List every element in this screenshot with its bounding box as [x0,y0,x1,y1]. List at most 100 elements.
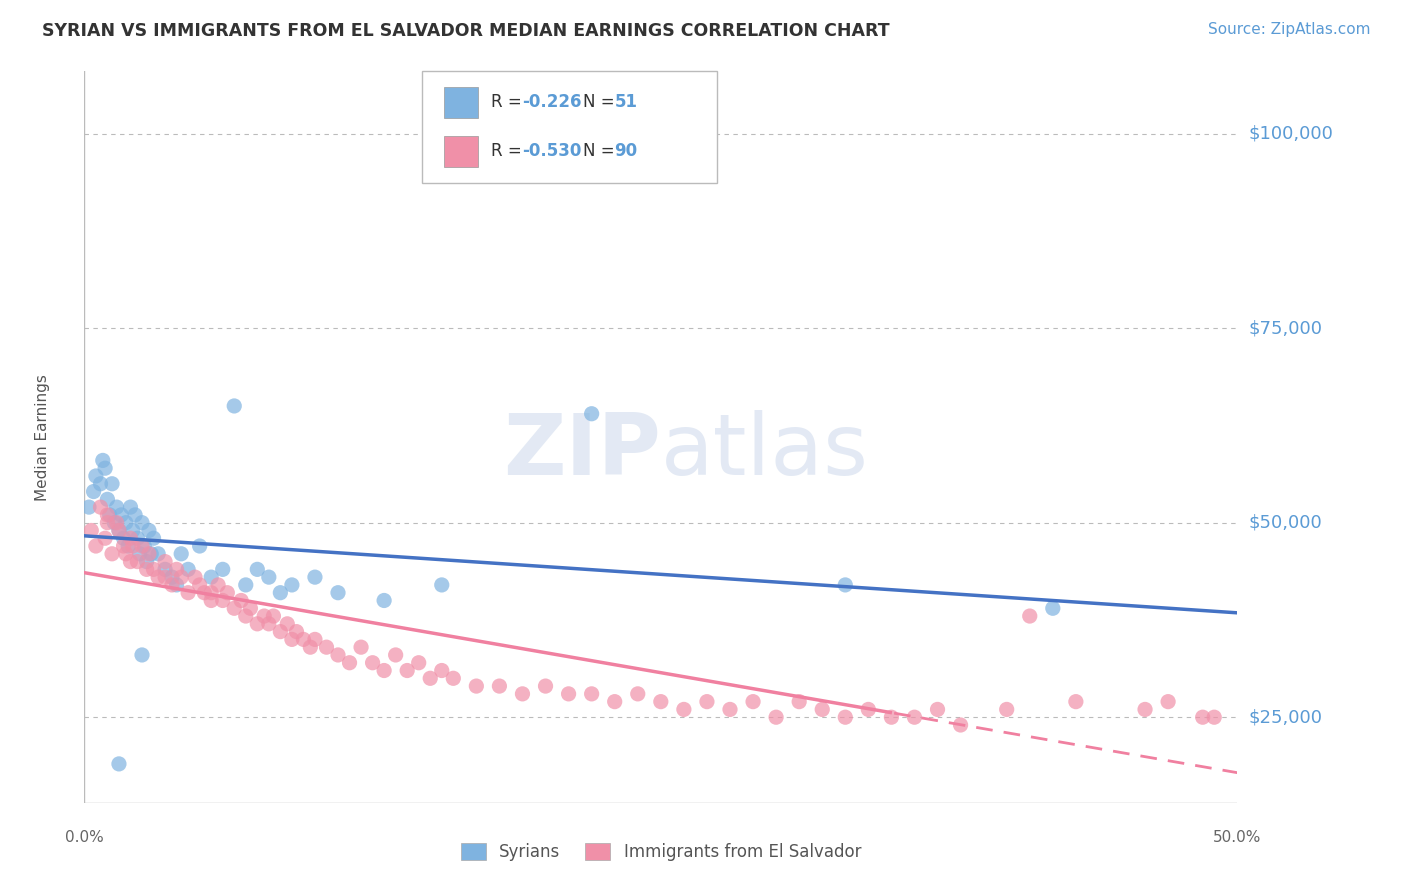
Point [581,407,603,421]
Point [131,516,153,530]
Point [1018,609,1040,624]
Point [117,539,139,553]
Point [207,578,229,592]
Point [765,710,787,724]
Point [696,695,718,709]
Point [166,578,188,592]
Text: 50.0%: 50.0% [1213,830,1261,845]
Point [742,695,765,709]
Point [121,539,143,553]
Point [949,718,972,732]
Point [177,562,200,576]
Point [94,461,117,475]
Point [89,500,111,515]
Point [557,687,579,701]
Text: $25,000: $25,000 [1249,708,1323,726]
Point [441,671,464,685]
Point [326,585,349,599]
Point [465,679,488,693]
Text: N =: N = [583,142,620,160]
Point [146,570,169,584]
Point [419,671,441,685]
Point [903,710,925,724]
Text: $50,000: $50,000 [1249,514,1322,532]
Point [153,570,176,584]
Text: -0.226: -0.226 [522,93,581,111]
Point [276,616,298,631]
Point [170,547,193,561]
Point [1157,695,1180,709]
Text: 0.0%: 0.0% [65,830,104,845]
Point [231,593,253,607]
Point [200,593,222,607]
Point [257,570,280,584]
Point [627,687,650,701]
Point [269,624,291,639]
Point [1064,695,1087,709]
Point [131,648,153,662]
Point [834,710,856,724]
Point [224,601,246,615]
Point [246,562,269,576]
Point [110,508,132,522]
Text: 51: 51 [614,93,637,111]
Point [84,539,107,553]
Point [257,616,280,631]
Point [131,539,153,553]
Point [84,469,107,483]
Point [98,508,121,522]
Point [120,500,142,515]
Point [1191,710,1213,724]
Point [193,585,215,599]
Point [603,695,626,709]
Point [101,476,124,491]
Point [80,524,103,538]
Point [177,585,200,599]
Point [128,547,150,561]
Text: $100,000: $100,000 [1249,125,1333,143]
Point [127,555,149,569]
Text: R =: R = [491,93,527,111]
Point [239,601,262,615]
Point [184,570,207,584]
Text: ZIP: ZIP [503,410,661,493]
Point [127,531,149,545]
Point [326,648,349,662]
Point [224,399,246,413]
Point [138,524,160,538]
Point [811,702,834,716]
Point [94,531,117,545]
Point [96,516,118,530]
Point [430,664,453,678]
Point [120,531,142,545]
Point [134,539,156,553]
Point [200,585,222,599]
Point [281,632,304,647]
Point [153,555,176,569]
Point [235,578,257,592]
Point [142,531,165,545]
Point [188,578,211,592]
Point [650,695,672,709]
Point [995,702,1018,716]
Text: $75,000: $75,000 [1249,319,1323,337]
Point [188,539,211,553]
Point [315,640,337,655]
Point [512,687,534,701]
Point [787,695,810,709]
Point [581,687,603,701]
Point [408,656,430,670]
Point [138,547,160,561]
Point [211,562,233,576]
Point [1204,710,1226,724]
Point [108,756,131,771]
Point [834,578,856,592]
Point [373,593,395,607]
Text: SYRIAN VS IMMIGRANTS FROM EL SALVADOR MEDIAN EARNINGS CORRELATION CHART: SYRIAN VS IMMIGRANTS FROM EL SALVADOR ME… [42,22,890,40]
Point [89,476,111,491]
Point [91,453,114,467]
Text: Source: ZipAtlas.com: Source: ZipAtlas.com [1208,22,1371,37]
Point [350,640,373,655]
Point [105,500,128,515]
Point [96,492,118,507]
